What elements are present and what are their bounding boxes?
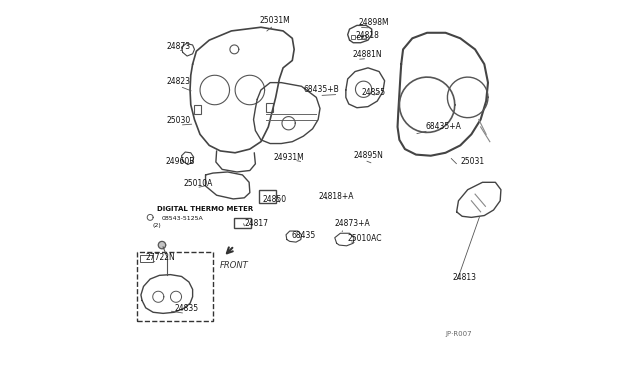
Polygon shape [158,241,166,249]
Text: 24931M: 24931M [274,153,305,162]
Text: 24823: 24823 [167,77,191,86]
Bar [140,255,153,262]
Text: 24850: 24850 [263,195,287,205]
Bar [266,103,273,112]
Text: 25031: 25031 [460,157,484,166]
Text: (2): (2) [153,224,161,228]
Text: 24817: 24817 [244,219,268,228]
Bar [357,35,360,39]
Text: 24818+A: 24818+A [318,192,354,201]
Bar [362,35,366,39]
Text: DIGITAL THERMO METER: DIGITAL THERMO METER [157,206,253,212]
Text: 25031M: 25031M [259,16,290,25]
Bar [259,190,276,203]
Bar [351,35,355,39]
Text: 24895N: 24895N [353,151,383,160]
Text: 24855: 24855 [362,88,385,97]
Text: 68435+A: 68435+A [425,122,461,131]
Text: 24898M: 24898M [359,18,389,27]
Text: 24960B: 24960B [166,157,195,166]
Text: 68435: 68435 [292,231,316,240]
Text: 27722N: 27722N [146,253,175,262]
Text: 24813: 24813 [453,273,477,282]
Text: 08543-5125A: 08543-5125A [162,216,204,221]
Text: 25010AC: 25010AC [348,234,382,243]
Bar [195,105,201,114]
Text: 24835: 24835 [175,304,199,313]
Text: 24818: 24818 [355,31,379,40]
Text: FRONT: FRONT [220,260,248,270]
Text: 24873+A: 24873+A [335,219,371,228]
Text: 24881N: 24881N [353,50,382,60]
Text: 24873: 24873 [167,42,191,51]
Text: JP·R007: JP·R007 [445,331,472,337]
Text: 25010A: 25010A [184,179,212,188]
Bar [234,218,251,228]
Text: 25030: 25030 [167,116,191,125]
Text: 68435+B: 68435+B [303,86,339,94]
